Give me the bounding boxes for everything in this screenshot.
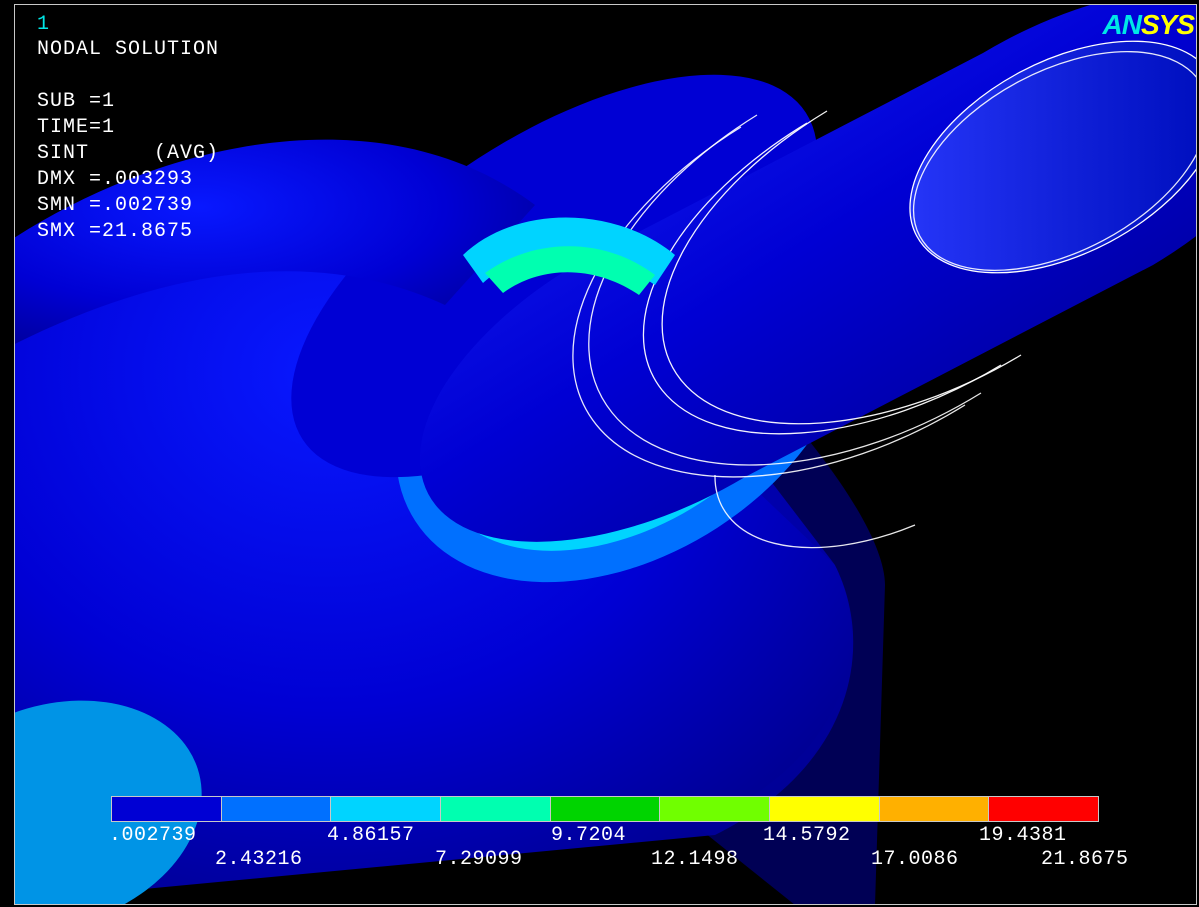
legend-seg-8	[989, 797, 1099, 821]
legend-seg-3	[441, 797, 551, 821]
legend-seg-1	[222, 797, 332, 821]
legend-val-5: 12.1498	[651, 848, 739, 871]
legend-seg-5	[660, 797, 770, 821]
ansys-logo: ANSYS	[1103, 9, 1194, 41]
legend-labels: .002739 4.86157 9.7204 14.5792 19.4381 2…	[111, 822, 1099, 872]
info-line-0: SUB =1	[37, 90, 115, 113]
info-line-5: SMX =21.8675	[37, 220, 193, 243]
legend-val-9: 21.8675	[1041, 848, 1129, 871]
step-number: 1	[37, 13, 50, 36]
legend-val-3: 7.29099	[435, 848, 523, 871]
contour-legend: .002739 4.86157 9.7204 14.5792 19.4381 2…	[111, 796, 1099, 872]
legend-val-6: 14.5792	[763, 824, 851, 847]
info-line-3: DMX =.003293	[37, 168, 193, 191]
info-line-4: SMN =.002739	[37, 194, 193, 217]
legend-seg-4	[551, 797, 661, 821]
legend-val-2: 4.86157	[327, 824, 415, 847]
legend-seg-6	[770, 797, 880, 821]
legend-bar	[111, 796, 1099, 822]
logo-part2: SYS	[1141, 9, 1194, 40]
legend-seg-2	[331, 797, 441, 821]
info-title: NODAL SOLUTION	[37, 38, 219, 61]
legend-val-8: 19.4381	[979, 824, 1067, 847]
legend-val-7: 17.0086	[871, 848, 959, 871]
legend-val-0: .002739	[109, 824, 197, 847]
legend-seg-0	[112, 797, 222, 821]
legend-seg-7	[880, 797, 990, 821]
solution-info-block: NODAL SOLUTION SUB =1 TIME=1 SINT (AVG) …	[37, 37, 219, 245]
info-line-1: TIME=1	[37, 116, 115, 139]
legend-val-1: 2.43216	[215, 848, 303, 871]
step-number-value: 1	[37, 13, 50, 36]
info-line-2: SINT (AVG)	[37, 142, 219, 165]
legend-val-4: 9.7204	[551, 824, 626, 847]
graphics-viewport[interactable]: 1 NODAL SOLUTION SUB =1 TIME=1 SINT (AVG…	[14, 4, 1197, 905]
logo-part1: AN	[1103, 9, 1141, 40]
